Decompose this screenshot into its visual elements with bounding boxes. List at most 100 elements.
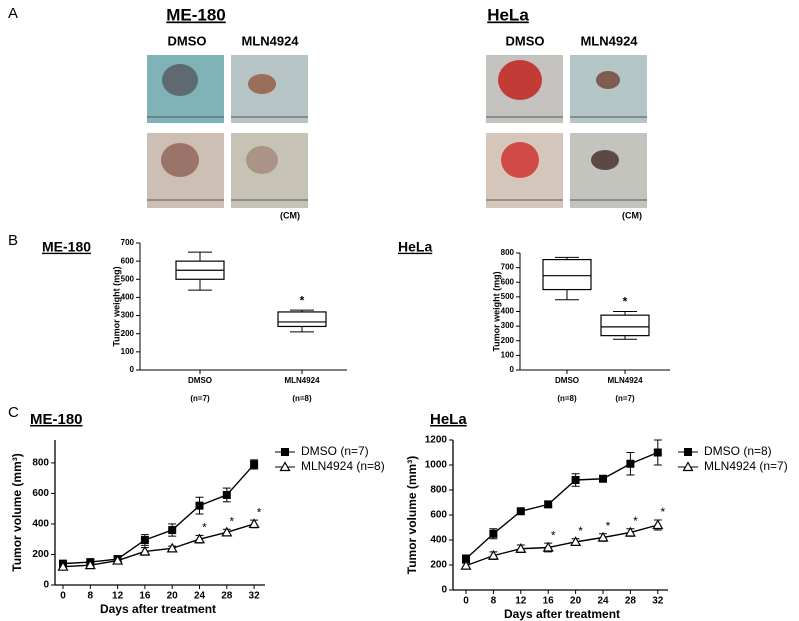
x-tick-label: 12 <box>112 591 124 602</box>
chart-title: HeLa <box>430 411 467 428</box>
column-label: DMSO <box>506 33 545 48</box>
point <box>193 533 206 544</box>
column-label: DMSO <box>168 33 207 48</box>
significance: * <box>660 505 665 519</box>
y-tick-label: 200 <box>501 336 515 345</box>
x-sublabel: (n=7) <box>190 394 210 403</box>
legend-label: MLN4924 (n=8) <box>301 459 385 473</box>
y-tick-label: 200 <box>430 560 447 571</box>
x-axis-label: Days after treatment <box>504 607 620 621</box>
legend-label: DMSO (n=7) <box>301 444 369 458</box>
series-line <box>62 463 255 565</box>
point <box>57 560 69 571</box>
significance: * <box>551 528 556 542</box>
point <box>571 476 580 484</box>
group-title: ME-180 <box>166 5 226 24</box>
x-tick-label: 32 <box>652 596 664 607</box>
significance: * <box>606 519 611 533</box>
y-tick-label: 0 <box>130 365 135 374</box>
y-tick-label: 0 <box>441 585 447 596</box>
legend-label: MLN4924 (n=7) <box>704 459 788 473</box>
y-tick-label: 400 <box>501 307 515 316</box>
series-line <box>62 523 255 568</box>
legend-marker <box>682 461 694 472</box>
series-line <box>465 524 658 567</box>
y-tick-label: 600 <box>32 488 49 499</box>
x-tick-label: 16 <box>139 591 151 602</box>
panel-label: C <box>8 404 19 421</box>
y-tick-label: 200 <box>32 549 49 560</box>
x-axis-label: Days after treatment <box>100 602 216 616</box>
y-tick-label: 100 <box>501 350 515 359</box>
column-label: MLN4924 <box>241 33 299 48</box>
point <box>139 545 151 556</box>
chart-title: ME-180 <box>30 411 83 428</box>
y-axis-label: Tumor weight (mg) <box>111 266 121 346</box>
x-tick-label: 8 <box>88 591 94 602</box>
point <box>166 542 178 553</box>
significance: * <box>300 293 305 307</box>
y-tick-label: 0 <box>510 365 515 374</box>
y-tick-label: 400 <box>32 519 49 530</box>
point <box>653 448 662 457</box>
y-tick-label: 600 <box>121 256 135 265</box>
y-tick-label: 300 <box>121 311 135 320</box>
point <box>489 529 498 538</box>
point <box>221 526 233 537</box>
x-tick-label: 0 <box>463 596 469 607</box>
legend-marker <box>281 448 289 456</box>
x-tick-label: 16 <box>543 596 555 607</box>
point <box>542 541 554 552</box>
point <box>222 490 231 499</box>
chart-title: HeLa <box>398 239 432 255</box>
point <box>168 526 177 535</box>
point <box>515 543 527 553</box>
point <box>570 536 582 546</box>
significance: * <box>257 505 262 519</box>
y-tick-label: 600 <box>430 510 447 521</box>
x-sublabel: (n=7) <box>615 394 635 403</box>
point <box>599 474 607 483</box>
y-tick-label: 700 <box>121 238 135 247</box>
series-line <box>465 451 659 560</box>
legend-marker <box>279 461 291 472</box>
point <box>195 501 204 510</box>
point <box>487 549 499 560</box>
y-tick-label: 800 <box>32 458 49 469</box>
y-tick-label: 400 <box>430 535 447 546</box>
legend-label: DMSO (n=8) <box>704 444 772 458</box>
point <box>544 500 553 509</box>
point <box>84 559 96 570</box>
x-tick-label: 28 <box>625 596 637 607</box>
point <box>460 559 472 570</box>
y-tick-label: 1000 <box>425 460 448 471</box>
photos <box>147 55 647 208</box>
y-axis-label: Tumor weight (mg) <box>491 271 501 351</box>
y-tick-label: 300 <box>501 321 515 330</box>
x-tick-label: 20 <box>167 591 179 602</box>
x-tick-label: DMSO <box>188 376 212 385</box>
y-tick-label: 800 <box>501 248 515 257</box>
unit-label: (CM) <box>280 210 300 220</box>
significance: * <box>633 514 638 528</box>
significance: * <box>623 295 628 309</box>
y-tick-label: 100 <box>121 347 135 356</box>
unit-label: (CM) <box>622 210 642 220</box>
y-axis-label: Tumor volume (mm³) <box>10 453 24 571</box>
x-tick-label: 32 <box>249 591 261 602</box>
point <box>652 519 664 530</box>
y-tick-label: 700 <box>501 263 515 272</box>
significance: * <box>202 521 207 535</box>
chart-title: ME-180 <box>42 239 91 255</box>
box <box>277 311 327 328</box>
point <box>597 531 609 542</box>
y-tick-label: 600 <box>501 277 515 286</box>
x-tick-label: 24 <box>597 596 609 607</box>
point <box>250 460 259 469</box>
legend-marker <box>684 448 692 456</box>
point <box>248 518 260 529</box>
x-tick-label: MLN4924 <box>607 376 643 385</box>
x-tick-label: 8 <box>491 596 497 607</box>
box <box>542 258 592 291</box>
